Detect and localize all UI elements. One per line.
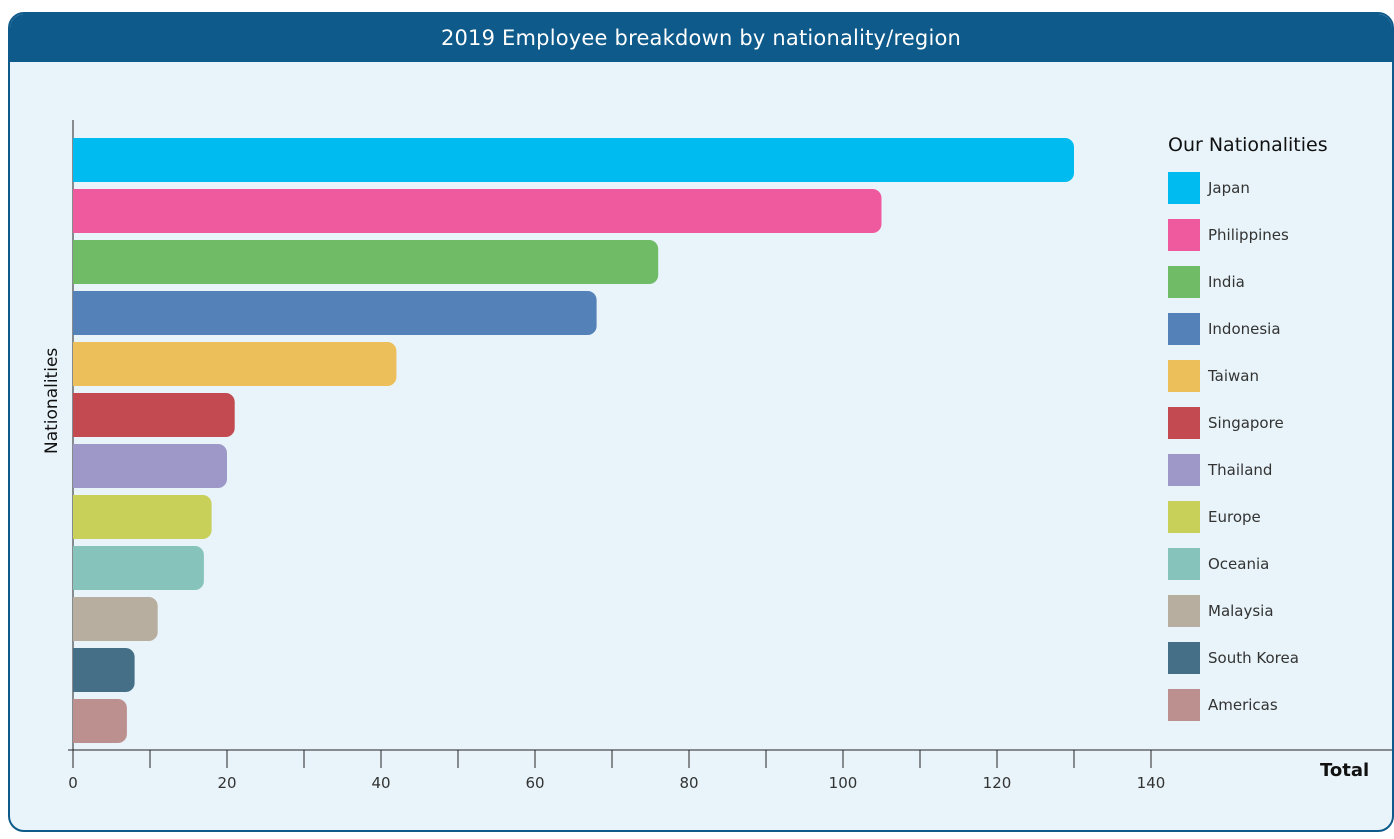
x-tick-label: 0 [68,774,78,792]
legend-swatch [1168,313,1200,345]
legend-item-europe: Europe [1168,501,1388,548]
bar-europe [73,495,212,539]
legend-swatch [1168,595,1200,627]
legend-label: Japan [1208,179,1250,197]
legend-label: Oceania [1208,555,1270,573]
legend-label: Singapore [1208,414,1284,432]
bar-taiwan [73,342,397,386]
legend: Our Nationalities Japan Philippines India I… [1168,134,1388,736]
legend-item-thailand: Thailand [1168,454,1388,501]
legend-item-indonesia: Indonesia [1168,313,1388,360]
legend-label: Thailand [1208,461,1273,479]
legend-swatch [1168,172,1200,204]
legend-swatch [1168,642,1200,674]
bar-malaysia [73,597,158,641]
bar-japan [73,138,1074,182]
legend-swatch [1168,407,1200,439]
legend-item-india: India [1168,266,1388,313]
legend-item-south-korea: South Korea [1168,642,1388,689]
x-tick-label: 60 [525,774,544,792]
legend-label: Malaysia [1208,602,1274,620]
legend-item-malaysia: Malaysia [1168,595,1388,642]
bar-chart: 0 20 40 60 80 100 120 140 [68,120,1392,792]
legend-item-japan: Japan [1168,172,1388,219]
bar-south-korea [73,648,135,692]
chart-panel: 2019 Employee breakdown by nationality/r… [8,12,1394,832]
legend-item-singapore: Singapore [1168,407,1388,454]
x-axis-title: Total [1320,760,1370,781]
legend-label: Philippines [1208,226,1289,244]
chart-title: 2019 Employee breakdown by nationality/r… [10,14,1392,62]
y-axis-title: Nationalities [42,347,62,454]
legend-item-oceania: Oceania [1168,548,1388,595]
legend-items: Japan Philippines India Indonesia Taiwan Sing… [1168,172,1388,736]
legend-swatch [1168,548,1200,580]
legend-label: South Korea [1208,649,1299,667]
bar-philippines [73,189,882,233]
legend-label: India [1208,273,1245,291]
bar-indonesia [73,291,597,335]
x-tick-label: 80 [679,774,698,792]
legend-swatch [1168,501,1200,533]
legend-swatch [1168,219,1200,251]
legend-swatch [1168,454,1200,486]
bar-americas [73,699,127,743]
legend-label: Indonesia [1208,320,1281,338]
legend-label: Taiwan [1208,367,1260,385]
legend-label: Europe [1208,508,1261,526]
x-tick-label: 40 [371,774,390,792]
legend-item-philippines: Philippines [1168,219,1388,266]
x-tick-label: 120 [983,774,1012,792]
bar-singapore [73,393,235,437]
legend-swatch [1168,689,1200,721]
bar-oceania [73,546,204,590]
x-tick-label: 140 [1137,774,1166,792]
legend-swatch [1168,266,1200,298]
legend-title: Our Nationalities [1168,134,1328,156]
x-tick-label: 20 [217,774,236,792]
bar-thailand [73,444,227,488]
legend-label: Americas [1208,696,1278,714]
legend-swatch [1168,360,1200,392]
bar-india [73,240,659,284]
legend-item-americas: Americas [1168,689,1388,736]
x-tick-label: 100 [829,774,858,792]
legend-item-taiwan: Taiwan [1168,360,1388,407]
